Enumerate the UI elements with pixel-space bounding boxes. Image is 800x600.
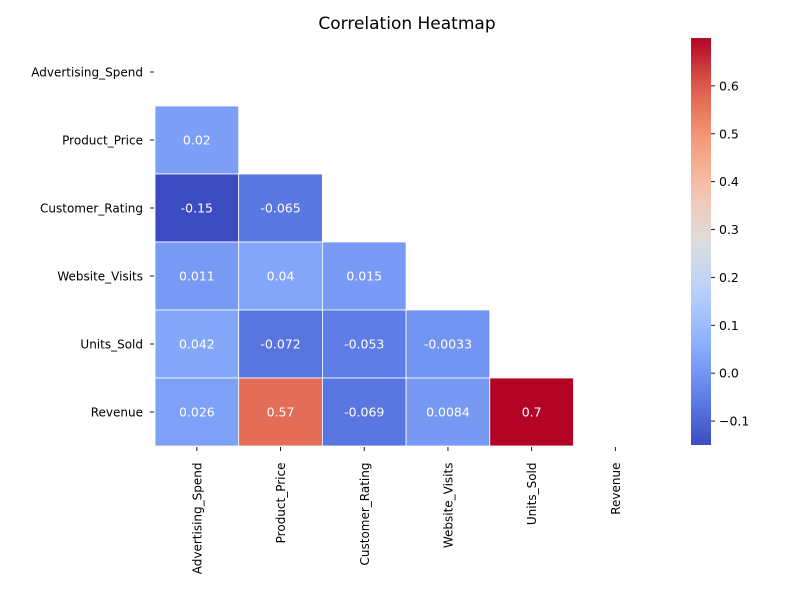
chart-title: Correlation Heatmap [318, 14, 495, 34]
heatmap-cell-product-price-advertising-spend [154, 105, 240, 175]
colorbar-tick-label: 0.2 [719, 270, 739, 285]
heatmap-cells: 0.02 -0.15 -0.065 0.011 0.04 0.015 0.042 -0.072… [154, 105, 574, 447]
cell-value-label: 0.7 [522, 405, 542, 420]
heatmap-cell-revenue-units-sold [489, 377, 574, 447]
colorbar-tick-label: 0.0 [719, 366, 739, 381]
colorbar-ticks: −0.1 0.0 0.1 0.2 0.3 0.4 0.5 0.6 [711, 78, 749, 429]
x-tick-label-product-price: Product_Price [274, 463, 288, 544]
x-tick-label-website-visits: Website_Visits [441, 463, 455, 549]
heatmap-cell-website-visits-product-price [238, 241, 323, 311]
colorbar-tick-label: −0.1 [719, 414, 749, 429]
colorbar-tick-label: 0.1 [719, 318, 739, 333]
y-tick-label-advertising-spend: Advertising_Spend [31, 66, 143, 80]
cell-value-label: 0.015 [346, 269, 382, 284]
heatmap-cell-revenue-customer-rating [321, 377, 407, 447]
cell-value-label: 0.042 [179, 337, 215, 352]
x-tick-label-advertising-spend: Advertising_Spend [190, 463, 204, 575]
cell-value-label: 0.0084 [426, 405, 470, 420]
colorbar-tick-label: 0.6 [719, 78, 739, 93]
cell-value-label: -0.053 [344, 337, 384, 352]
colorbar-tick-label: 0.3 [719, 222, 739, 237]
cell-value-label: 0.011 [179, 269, 215, 284]
heatmap-cell-customer-rating-advertising-spend [154, 173, 240, 243]
heatmap-cell-revenue-website-visits [405, 377, 491, 447]
y-tick-label-website-visits: Website_Visits [57, 270, 143, 284]
heatmap-cell-units-sold-product-price [238, 309, 323, 379]
heatmap-cell-website-visits-advertising-spend [154, 241, 240, 311]
y-tick-labels: Advertising_Spend Product_Price Customer_R… [31, 66, 154, 420]
heatmap-cell-website-visits-customer-rating [321, 241, 407, 311]
colorbar-tick-label: 0.4 [719, 174, 739, 189]
cell-value-label: 0.04 [267, 269, 295, 284]
x-tick-label-revenue: Revenue [609, 463, 623, 515]
cell-value-label: -0.15 [181, 201, 213, 216]
cell-value-label: 0.026 [179, 405, 215, 420]
cell-value-label: 0.02 [183, 133, 211, 148]
cell-value-label: -0.072 [260, 337, 300, 352]
x-tick-labels: Advertising_Spend Product_Price Customer_R… [190, 447, 623, 575]
y-tick-label-units-sold: Units_Sold [80, 338, 143, 352]
cell-value-label: -0.0033 [424, 337, 472, 352]
y-tick-label-customer-rating: Customer_Rating [40, 202, 143, 216]
cell-value-label: -0.065 [260, 201, 300, 216]
x-tick-label-units-sold: Units_Sold [525, 463, 539, 526]
heatmap-cell-customer-rating-product-price [238, 173, 323, 243]
cell-value-label: -0.069 [344, 405, 384, 420]
x-tick-label-customer-rating: Customer_Rating [358, 463, 372, 566]
colorbar [691, 38, 711, 445]
cell-value-label: 0.57 [267, 405, 295, 420]
heatmap-cell-revenue-product-price [238, 377, 323, 447]
heatmap-cell-units-sold-website-visits [405, 309, 491, 379]
y-tick-label-revenue: Revenue [91, 406, 143, 420]
y-tick-label-product-price: Product_Price [62, 134, 143, 148]
colorbar-tick-label: 0.5 [719, 126, 739, 141]
